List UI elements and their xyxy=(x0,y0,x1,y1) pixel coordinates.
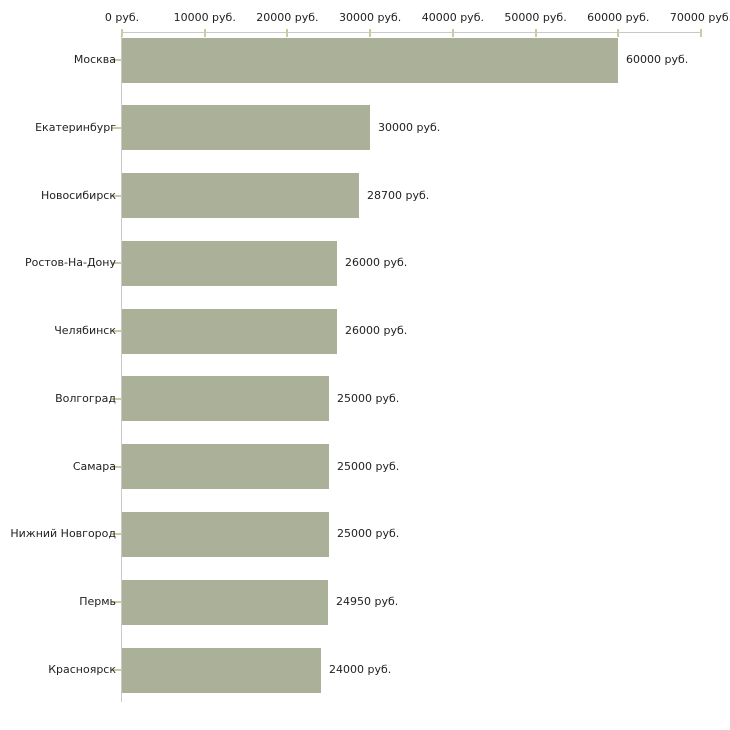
category-label: Ростов-На-Дону xyxy=(24,256,116,269)
category-tick xyxy=(112,330,121,332)
category-tick xyxy=(112,533,121,535)
bar xyxy=(122,309,337,354)
value-label: 30000 руб. xyxy=(378,121,441,134)
x-axis-tick-label: 20000 руб. xyxy=(256,11,319,24)
x-axis-tick-label: 50000 руб. xyxy=(504,11,567,24)
x-axis-tick xyxy=(451,29,454,37)
category-label: Москва xyxy=(73,53,116,66)
x-axis-tick xyxy=(121,29,123,37)
x-axis-tick-label: 60000 руб. xyxy=(587,11,650,24)
bar xyxy=(122,648,321,693)
category-label: Красноярск xyxy=(48,663,116,676)
value-label: 24000 руб. xyxy=(329,663,392,676)
category-label: Челябинск xyxy=(54,324,116,337)
category-label: Пермь xyxy=(79,595,116,608)
bar xyxy=(122,512,329,557)
bar xyxy=(122,376,329,421)
x-axis-tick xyxy=(286,29,289,37)
category-label: Нижний Новгород xyxy=(10,527,116,540)
bar xyxy=(122,580,328,625)
value-label: 25000 руб. xyxy=(337,392,400,405)
category-tick xyxy=(112,398,121,400)
category-label: Самара xyxy=(72,460,116,473)
category-label: Екатеринбург xyxy=(35,121,116,134)
value-label: 25000 руб. xyxy=(337,527,400,540)
value-label: 28700 руб. xyxy=(367,189,430,202)
x-axis-tick-label: 40000 руб. xyxy=(421,11,484,24)
value-label: 24950 руб. xyxy=(336,595,399,608)
bar xyxy=(122,444,329,489)
category-label: Волгоград xyxy=(55,392,116,405)
category-tick xyxy=(112,262,121,264)
x-axis-line xyxy=(121,32,702,33)
category-tick xyxy=(112,601,121,603)
x-axis-tick xyxy=(369,29,372,37)
bar xyxy=(122,105,370,150)
x-axis-tick-label: 70000 руб. xyxy=(669,11,730,24)
category-label: Новосибирск xyxy=(40,189,116,202)
bar xyxy=(122,38,618,83)
x-axis-tick xyxy=(700,29,702,37)
x-axis-tick xyxy=(617,29,620,37)
x-axis-tick-label: 0 руб. xyxy=(104,11,140,24)
bar xyxy=(122,173,359,218)
category-tick xyxy=(112,669,121,671)
value-label: 26000 руб. xyxy=(345,324,408,337)
category-tick xyxy=(112,466,121,468)
category-tick xyxy=(112,195,121,197)
x-axis-tick xyxy=(534,29,537,37)
bar xyxy=(122,241,337,286)
category-tick xyxy=(112,59,121,61)
x-axis-tick-label: 10000 руб. xyxy=(173,11,236,24)
value-label: 60000 руб. xyxy=(626,53,689,66)
x-axis-tick-label: 30000 руб. xyxy=(339,11,402,24)
x-axis-tick xyxy=(203,29,206,37)
value-label: 25000 руб. xyxy=(337,460,400,473)
y-axis-line xyxy=(121,32,122,702)
category-tick xyxy=(112,127,121,129)
value-label: 26000 руб. xyxy=(345,256,408,269)
